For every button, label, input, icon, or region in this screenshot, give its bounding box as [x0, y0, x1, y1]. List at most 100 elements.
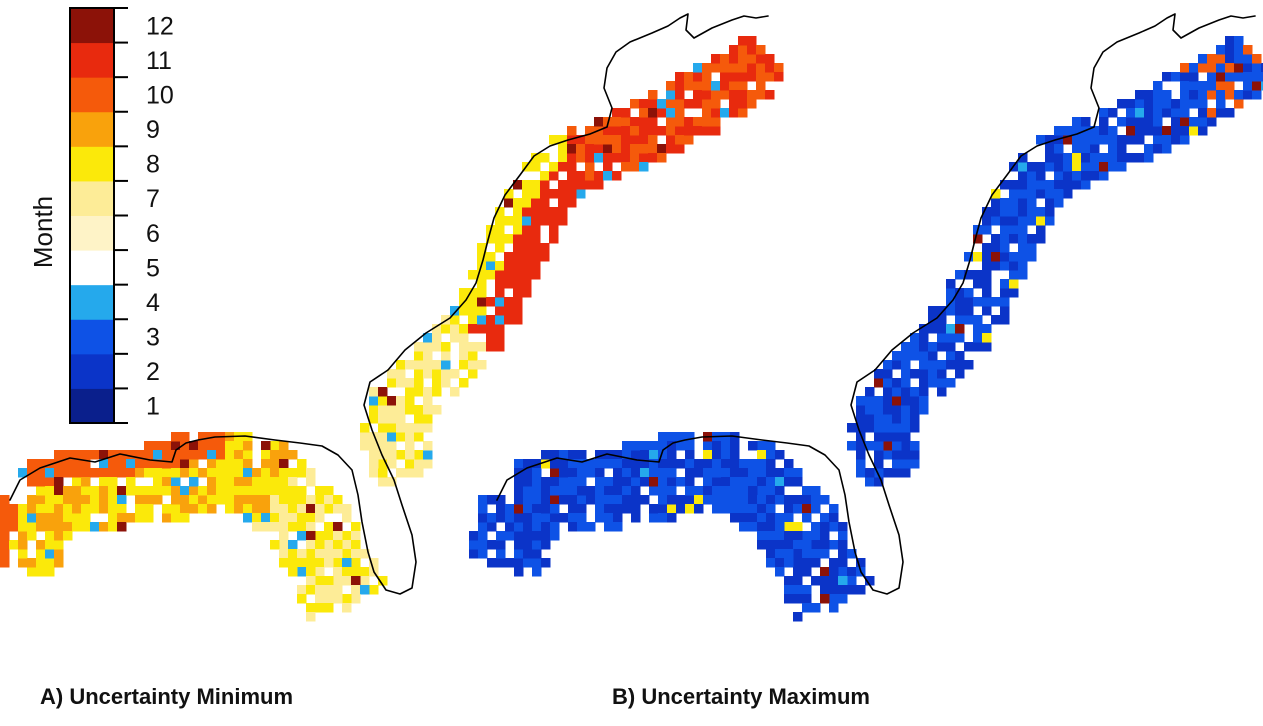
map-cell [1234, 63, 1244, 73]
map-cell [171, 450, 181, 460]
map-cell [441, 378, 451, 388]
map-cell [676, 504, 686, 514]
map-cell [865, 396, 875, 406]
map-cell [396, 450, 406, 460]
map-cell [532, 468, 542, 478]
map-cell [910, 423, 920, 433]
map-cell [1126, 108, 1136, 118]
map-cell [378, 468, 388, 478]
map-cell [658, 459, 668, 469]
map-cell [279, 549, 289, 559]
map-cell [531, 198, 541, 208]
map-cell [766, 468, 776, 478]
map-cell [766, 504, 776, 514]
map-cell [297, 504, 307, 514]
map-cell [973, 324, 983, 334]
map-cell [937, 369, 947, 379]
map-cell [684, 99, 694, 109]
map-cell [747, 99, 757, 109]
map-cell [693, 72, 703, 82]
map-cell [577, 468, 587, 478]
map-cell [991, 234, 1001, 244]
map-cell [532, 549, 542, 559]
map-cell [487, 522, 497, 532]
map-cell [739, 513, 749, 523]
map-cell [180, 450, 190, 460]
map-cell [18, 513, 28, 523]
map-cell [757, 468, 767, 478]
map-cell [505, 558, 515, 568]
map-cell [360, 441, 370, 451]
map-cell [1207, 90, 1217, 100]
map-cell [504, 252, 514, 262]
map-cell [117, 486, 127, 496]
map-cell [703, 486, 713, 496]
map-cell [621, 144, 631, 154]
map-cell [892, 405, 902, 415]
map-cell [243, 477, 253, 487]
map-cell [729, 72, 739, 82]
map-cell [892, 351, 902, 361]
map-cell [865, 423, 875, 433]
map-cell [1063, 135, 1073, 145]
map-cell [144, 504, 154, 514]
map-cell [18, 558, 28, 568]
map-cell [982, 279, 992, 289]
map-cell [504, 198, 514, 208]
map-cell [766, 450, 776, 460]
map-cell [550, 486, 560, 496]
map-cell [297, 513, 307, 523]
map-cell [567, 180, 577, 190]
map-cell [1216, 72, 1226, 82]
map-cell [207, 441, 217, 451]
map-cell [72, 468, 82, 478]
map-cell [1144, 117, 1154, 127]
map-cell [486, 270, 496, 280]
map-cell [856, 423, 866, 433]
map-cell [667, 450, 677, 460]
map-cell [478, 540, 488, 550]
map-cell [459, 378, 469, 388]
map-cell [1234, 72, 1244, 82]
colorbar-label-1: 1 [146, 393, 160, 421]
map-cell [1180, 135, 1190, 145]
map-cell [315, 585, 325, 595]
map-cell [126, 468, 136, 478]
map-cell [756, 72, 766, 82]
map-cell [559, 459, 569, 469]
map-cell [216, 495, 226, 505]
map-cell [595, 477, 605, 487]
map-cell [766, 522, 776, 532]
map-cell [243, 486, 253, 496]
map-cell [450, 315, 460, 325]
map-cell [342, 549, 352, 559]
map-cell [549, 189, 559, 199]
map-cell [721, 441, 731, 451]
map-cell [1036, 171, 1046, 181]
map-cell [477, 315, 487, 325]
map-cell [982, 216, 992, 226]
map-cell [297, 531, 307, 541]
map-cell [486, 261, 496, 271]
map-cell [1090, 153, 1100, 163]
map-cell [973, 252, 983, 262]
map-cell [928, 351, 938, 361]
map-cell [621, 135, 631, 145]
map-cell [639, 117, 649, 127]
map-cell [1198, 63, 1208, 73]
map-cell [703, 477, 713, 487]
map-cell [729, 81, 739, 91]
map-cell [243, 450, 253, 460]
map-cell [756, 63, 766, 73]
map-cell [559, 495, 569, 505]
map-cell [964, 306, 974, 316]
map-cell [351, 549, 361, 559]
map-cell [630, 99, 640, 109]
map-cell [811, 549, 821, 559]
map-cell [919, 396, 929, 406]
map-cell [531, 216, 541, 226]
map-cell [919, 369, 929, 379]
map-cell [946, 378, 956, 388]
map-cell [649, 468, 659, 478]
map-cell [1180, 108, 1190, 118]
